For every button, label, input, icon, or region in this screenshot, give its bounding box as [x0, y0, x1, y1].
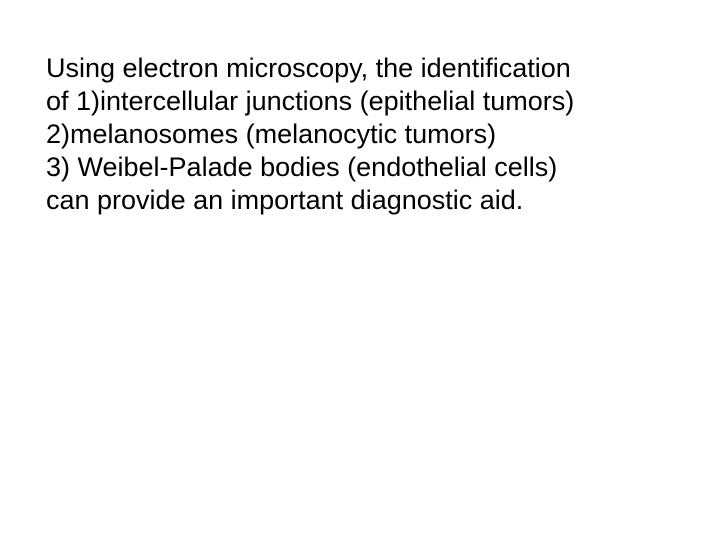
text-line: Using electron microscopy, the identific…	[46, 52, 674, 85]
text-line: can provide an important diagnostic aid.	[46, 184, 674, 217]
text-line: 3) Weibel-Palade bodies (endothelial cel…	[46, 151, 674, 184]
text-line: of 1)intercellular junctions (epithelial…	[46, 85, 674, 118]
text-line: 2)melanosomes (melanocytic tumors)	[46, 118, 674, 151]
slide: Using electron microscopy, the identific…	[0, 0, 720, 540]
body-text: Using electron microscopy, the identific…	[46, 52, 674, 217]
